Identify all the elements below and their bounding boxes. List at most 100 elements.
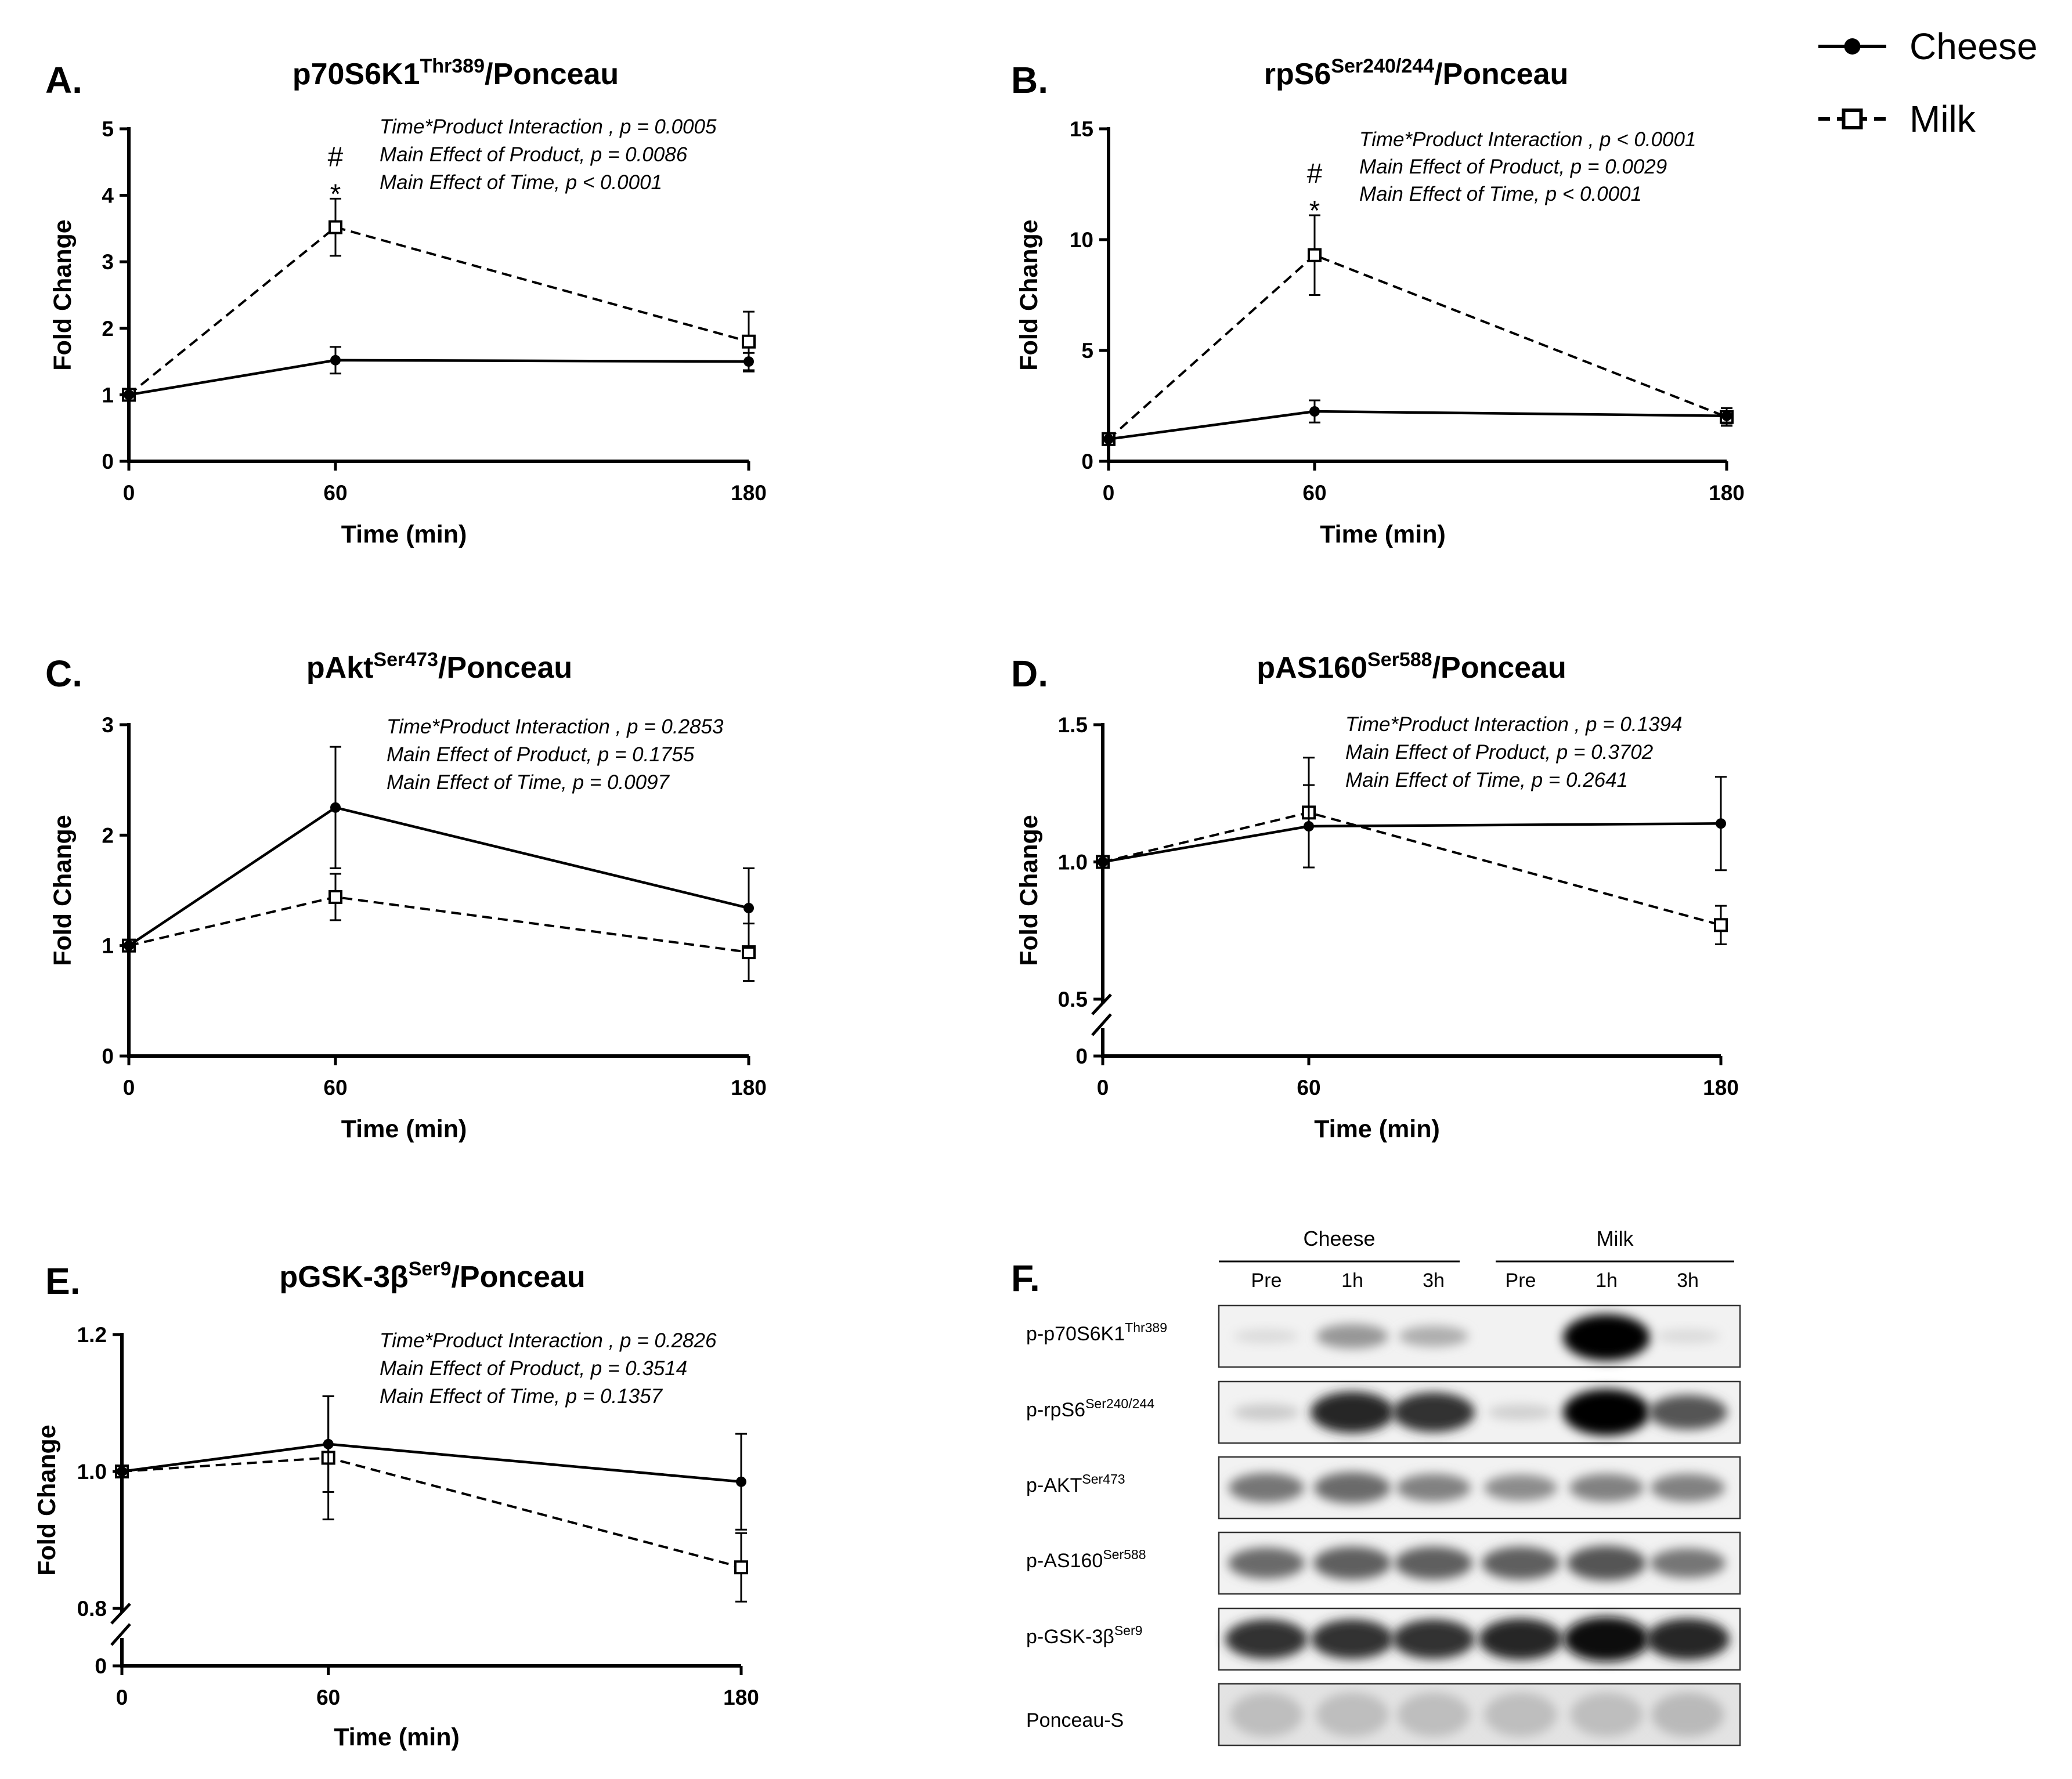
x-tick-label: 180 xyxy=(731,481,767,505)
blot-row-label-main: Ponceau-S xyxy=(1026,1709,1124,1731)
blot-row-label: p-p70S6K1Thr389 xyxy=(1026,1320,1167,1345)
blot-lane-label: 1h xyxy=(1595,1270,1618,1292)
legend-label: Cheese xyxy=(1909,26,2038,67)
panel-letter: E. xyxy=(45,1260,80,1302)
blot-row: p-p70S6K1Thr389 xyxy=(1026,1304,1741,1368)
axis-break-mark xyxy=(110,1623,131,1646)
data-point xyxy=(1721,410,1732,421)
chart-title-sup: Ser9 xyxy=(409,1258,452,1280)
blot-band xyxy=(1570,1693,1643,1737)
blot-band xyxy=(1314,1472,1391,1503)
chart-title: pAktSer473/Ponceau xyxy=(306,649,572,685)
data-point xyxy=(1308,248,1322,262)
chart-title-sup: Ser240/244 xyxy=(1331,55,1434,77)
blot-row-label-sup: Ser240/244 xyxy=(1085,1396,1154,1411)
significance-mark: # xyxy=(328,142,344,172)
panel-letter: F. xyxy=(1011,1257,1040,1299)
blot-band xyxy=(1646,1618,1730,1660)
blot-lane-label: 3h xyxy=(1423,1270,1445,1292)
blot-band xyxy=(1651,1473,1725,1502)
blot-band xyxy=(1488,1404,1554,1420)
x-tick-label: 180 xyxy=(723,1686,759,1709)
axis-break-mark xyxy=(1091,1013,1112,1036)
blot-band xyxy=(1479,1618,1562,1660)
blot-band xyxy=(1396,1473,1471,1502)
y-tick-label: 1 xyxy=(102,934,114,958)
chart-title: pAS160Ser588/Ponceau xyxy=(1257,649,1566,685)
blot-band xyxy=(1392,1619,1475,1659)
open-square-marker-icon xyxy=(1842,109,1863,129)
y-tick-label: 3 xyxy=(102,250,114,274)
y-tick-label: 1.0 xyxy=(77,1460,107,1484)
stat-annotation: Main Effect of Product, p = 0.0029 xyxy=(1359,156,1667,178)
stat-annotation: Main Effect of Time, p < 0.0001 xyxy=(380,171,662,194)
data-point xyxy=(323,1438,334,1449)
significance-mark: * xyxy=(1309,196,1320,226)
legend-item-cheese: Cheese xyxy=(1818,26,2038,67)
blot-row-label-sup: Ser473 xyxy=(1082,1471,1125,1487)
blot-band xyxy=(1233,1404,1300,1421)
chart-title-tail: /Ponceau xyxy=(485,57,619,91)
blot-lane-label: 1h xyxy=(1341,1270,1363,1292)
blot-band xyxy=(1397,1693,1470,1737)
x-tick-label: 60 xyxy=(316,1686,340,1709)
data-point xyxy=(734,1560,748,1575)
blot-row-label-main: p-AKT xyxy=(1026,1474,1082,1496)
blot-band xyxy=(1311,1391,1394,1433)
blot-row: p-AS160Ser588 xyxy=(1026,1531,1741,1595)
blot-row-label-sup: Ser9 xyxy=(1114,1623,1143,1638)
blot-band xyxy=(1228,1547,1305,1579)
significance-mark: # xyxy=(1307,158,1323,189)
y-tick-label: 0 xyxy=(102,450,114,473)
x-tick-label: 0 xyxy=(116,1686,128,1709)
blot-row-label-sup: Thr389 xyxy=(1125,1320,1167,1335)
data-point xyxy=(1098,856,1108,867)
y-tick-label: 0.5 xyxy=(1058,988,1088,1011)
data-point xyxy=(743,356,754,367)
y-tick-label: 0.8 xyxy=(77,1597,107,1621)
blot-band xyxy=(1651,1693,1724,1737)
x-axis-label: Time (min) xyxy=(334,1723,460,1751)
x-tick-label: 60 xyxy=(1302,481,1326,505)
blot-band xyxy=(1225,1619,1308,1659)
data-point xyxy=(124,389,134,400)
y-axis-label: Fold Change xyxy=(49,815,77,966)
blot-row-label-main: p-AS160 xyxy=(1026,1550,1103,1572)
panel-letter: D. xyxy=(1011,653,1048,695)
blot-group-label: Milk xyxy=(1597,1227,1634,1250)
x-axis-label: Time (min) xyxy=(341,520,467,548)
chart-title-tail: /Ponceau xyxy=(1432,651,1566,685)
blot-band xyxy=(1567,1546,1646,1581)
y-tick-label: 0 xyxy=(95,1654,107,1678)
blot-band xyxy=(1563,1314,1650,1361)
chart-title-sup: Ser588 xyxy=(1367,649,1432,671)
blot-row-label: p-AS160Ser588 xyxy=(1026,1547,1146,1572)
blot-row-label: p-AKTSer473 xyxy=(1026,1471,1125,1496)
axis-break-mark xyxy=(1091,993,1112,1015)
x-tick-label: 60 xyxy=(323,481,347,505)
data-point xyxy=(1309,406,1320,417)
y-tick-label: 5 xyxy=(102,117,114,141)
chart-panel-e: E. pGSK-3βSer9/Ponceau 0 0.8 1.0 1.2 0 60 180 Tim… xyxy=(33,1258,759,1751)
y-tick-label: 1.5 xyxy=(1058,713,1088,737)
blot-band xyxy=(1648,1395,1727,1430)
y-tick-label: 3 xyxy=(102,713,114,737)
blot-band xyxy=(1316,1693,1389,1737)
blot-band xyxy=(1655,1329,1720,1344)
y-axis-label: Fold Change xyxy=(1015,815,1043,966)
chart-title: rpS6Ser240/244/Ponceau xyxy=(1264,55,1569,91)
data-point xyxy=(329,220,342,234)
data-point xyxy=(742,334,756,349)
blot-band xyxy=(1311,1619,1394,1659)
blot-lane-label: Pre xyxy=(1506,1270,1536,1292)
x-tick-label: 180 xyxy=(1703,1076,1739,1100)
data-point xyxy=(1304,821,1314,832)
blot-band xyxy=(1234,1329,1299,1344)
blot-row: Ponceau-S xyxy=(1026,1683,1741,1747)
blot-band xyxy=(1650,1548,1726,1578)
chart-title: p70S6K1Thr389/Ponceau xyxy=(293,55,619,91)
chart-panel-c: C. pAktSer473/Ponceau 0 1 2 3 0 60 180 Time (min)… xyxy=(45,649,767,1143)
legend-item-milk: Milk xyxy=(1818,98,1976,140)
data-point xyxy=(1716,818,1726,829)
y-tick-label: 0 xyxy=(1075,1044,1088,1068)
